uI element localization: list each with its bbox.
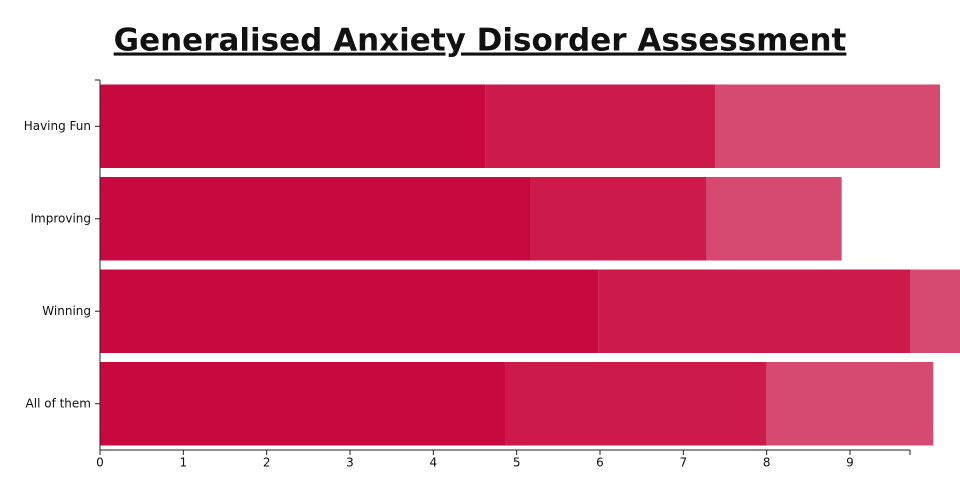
bar-segment [910,269,960,353]
bar-segment [100,269,599,353]
y-tick-label: All of them [26,396,91,410]
bar-segment [715,84,940,168]
x-tick-label: 6 [596,456,604,470]
x-tick-label: 8 [763,456,771,470]
x-tick-label: 2 [263,456,271,470]
x-tick-label: 5 [513,456,521,470]
bar-segment [485,84,715,168]
y-tick-label: Improving [30,211,91,225]
bar-segment [100,177,530,261]
x-tick-label: 0 [96,456,104,470]
x-tick-label: 1 [180,456,188,470]
x-tick-label: 9 [846,456,854,470]
bar-segment [100,362,505,446]
chart-title: Generalised Anxiety Disorder Assessment [114,23,847,59]
bar-segment [100,84,486,168]
x-tick-label: 7 [680,456,688,470]
bar-segment [505,362,767,446]
x-tick-label: 4 [430,456,438,470]
x-tick-label: 3 [346,456,354,470]
bar-segment [766,362,934,446]
y-tick-label: Having Fun [24,119,91,133]
bar-segment [706,177,842,261]
bar-segment [530,177,707,261]
y-tick-label: Winning [42,304,91,318]
bar-segment [598,269,910,353]
